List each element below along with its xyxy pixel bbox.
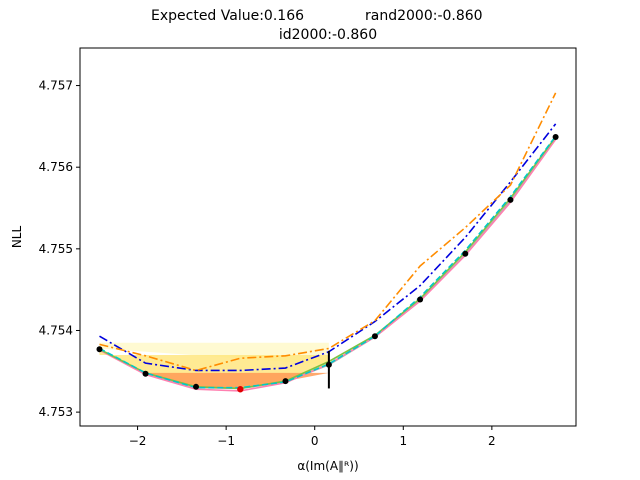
minimum-point [237,386,244,393]
x-tick-label: −2 [129,434,147,448]
y-tick-label: 4.755 [39,242,73,256]
data-point-5 [371,333,378,340]
data-point-6 [417,296,424,303]
data-point-7 [462,250,469,257]
x-tick-label: 0 [311,434,319,448]
y-tick-label: 4.757 [39,79,73,93]
data-point-0 [96,346,103,353]
data-point-3 [282,378,289,385]
series-line-cyan [99,135,557,389]
band-orange [145,372,329,389]
x-tick-label: 2 [488,434,496,448]
y-tick-label: 4.756 [39,160,73,174]
x-ticks: −2 −1 0 1 2 [129,426,496,448]
data-point-8 [507,196,514,203]
x-tick-label: −1 [217,434,235,448]
x-axis-label: α(Im(A∥ᴿ)) [297,459,358,473]
y-axis-label: NLL [10,226,24,249]
data-point-1 [142,370,149,377]
x-tick-label: 1 [399,434,407,448]
title-id2000: id2000:-0.860 [279,27,377,43]
y-ticks: 4.753 4.754 4.755 4.756 4.757 [39,79,80,419]
plot-frame [79,47,577,427]
data-point-9 [552,133,559,140]
y-tick-label: 4.754 [39,323,73,337]
data-point-2 [193,383,200,390]
title-rand2000: rand2000:-0.860 [365,8,483,24]
title-expected-value: Expected Value:0.166 [151,8,304,24]
data-point-4 [325,361,332,368]
y-tick-label: 4.753 [39,405,73,419]
points-group [96,133,559,393]
